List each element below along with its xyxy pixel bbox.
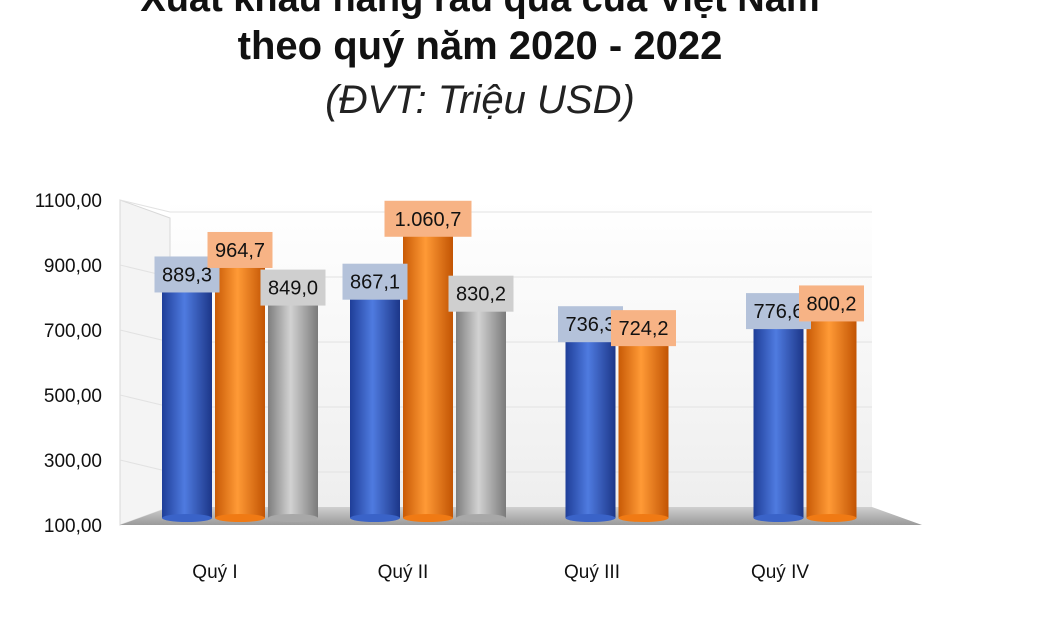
y-tick-label: 300,00: [44, 451, 102, 472]
bar-base: [806, 514, 857, 522]
bar: [565, 330, 616, 518]
data-label: 736,3: [565, 314, 615, 336]
x-axis: Quý I Quý II Quý III Quý IV: [192, 562, 809, 583]
bar: [268, 293, 318, 518]
x-category-label: Quý IV: [751, 562, 809, 583]
bar: [753, 317, 804, 518]
bar: [215, 255, 265, 518]
data-label-bg: [260, 269, 326, 306]
data-label: 1.060,7: [395, 209, 462, 231]
data-label-bg: [611, 310, 676, 347]
bar: [456, 299, 506, 518]
bar-base: [618, 514, 669, 522]
y-tick-label: 700,00: [44, 321, 102, 342]
bar-base: [565, 514, 616, 522]
data-label: 724,2: [618, 318, 668, 340]
bars: [162, 220, 857, 522]
chart-title-line2: theo quý năm 2020 - 2022: [237, 24, 723, 68]
y-tick-label: 1100,00: [35, 191, 102, 212]
data-label-bg: [207, 231, 273, 268]
data-label-bg: [448, 275, 514, 312]
data-label: 867,1: [350, 272, 400, 294]
data-label: 889,3: [162, 264, 212, 286]
bar: [350, 287, 400, 518]
bar: [403, 224, 453, 518]
data-label-bg: [799, 285, 864, 322]
data-label: 776,6: [753, 301, 803, 323]
bar: [806, 309, 857, 518]
bar: [162, 280, 212, 518]
data-label: 964,7: [215, 240, 265, 262]
bar-base: [403, 514, 453, 522]
data-label: 800,2: [806, 293, 856, 315]
y-tick-label: 500,00: [44, 386, 102, 407]
y-tick-label: 900,00: [44, 256, 102, 277]
x-category-label: Quý II: [378, 562, 429, 583]
data-label-bg: [384, 200, 472, 237]
data-label: 849,0: [268, 278, 318, 300]
bar: [618, 334, 669, 518]
floor: [120, 507, 922, 525]
bar-base: [350, 514, 400, 522]
x-category-label: Quý I: [192, 562, 237, 583]
data-label: 830,2: [456, 284, 506, 306]
x-category-label: Quý III: [564, 562, 620, 583]
data-label-bg: [342, 263, 408, 300]
chart-subtitle: (ĐVT: Triệu USD): [325, 78, 635, 122]
bar-base: [268, 514, 318, 522]
bar-base: [753, 514, 804, 522]
bar-base: [215, 514, 265, 522]
bar-base: [162, 514, 212, 522]
y-tick-label: 100,00: [44, 516, 102, 537]
chart-title-line1: Xuất khẩu hàng rau quả của Việt Nam: [0, 0, 960, 21]
bar-base: [456, 514, 506, 522]
y-axis: 100,00 300,00 500,00 700,00 900,00 1100,00: [35, 191, 102, 537]
gridline: [119, 199, 872, 213]
